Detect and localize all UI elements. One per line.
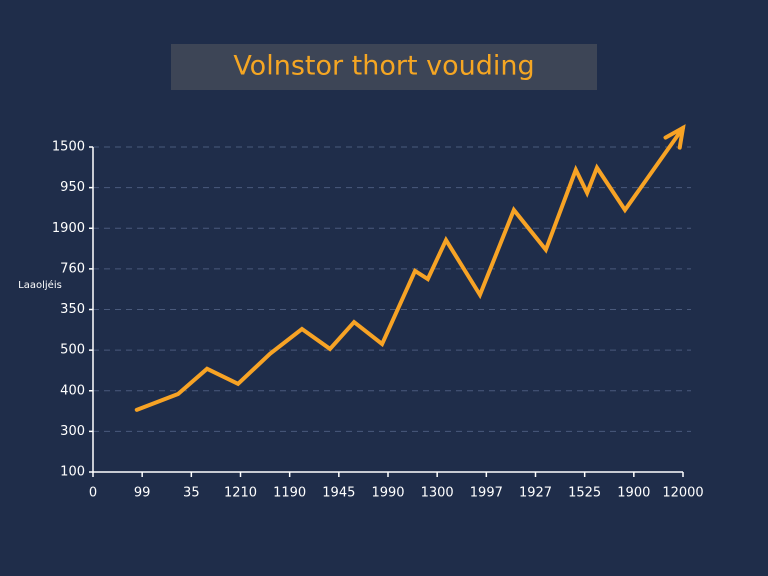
- x-tick-label: 1525: [568, 486, 601, 501]
- chart-title: Volnstor thort vouding: [233, 51, 534, 82]
- x-tick-label: 35: [183, 486, 200, 501]
- y-tick-label: 400: [60, 383, 85, 398]
- y-tick-label: 1900: [52, 221, 85, 236]
- y-tick-label: 100: [60, 465, 85, 480]
- x-tick-label: 99: [134, 486, 151, 501]
- y-tick-label: 500: [60, 343, 85, 358]
- x-tick-label: 1990: [371, 486, 404, 501]
- x-tick-label: 0: [89, 486, 97, 501]
- y-tick-label: 350: [60, 302, 85, 317]
- x-tick-label: 1300: [421, 486, 454, 501]
- y-tick-label: 760: [60, 261, 85, 276]
- title-box: [171, 44, 597, 90]
- x-tick-label: 1927: [519, 486, 552, 501]
- x-tick-label: 1190: [273, 486, 306, 501]
- y-tick-label: 1500: [52, 140, 85, 155]
- x-tick-label: 1900: [617, 486, 650, 501]
- x-tick-label: 1945: [322, 486, 355, 501]
- y-tick-label: 300: [60, 424, 85, 439]
- x-tick-label: 12000: [662, 486, 703, 501]
- data-line: [134, 125, 685, 412]
- x-tick-label: 1210: [224, 486, 257, 501]
- arrow-head: [663, 124, 686, 150]
- y-tick-label: 950: [60, 180, 85, 195]
- x-tick-label: 1997: [470, 486, 503, 501]
- y-axis-label: Laaoljéis: [18, 279, 62, 291]
